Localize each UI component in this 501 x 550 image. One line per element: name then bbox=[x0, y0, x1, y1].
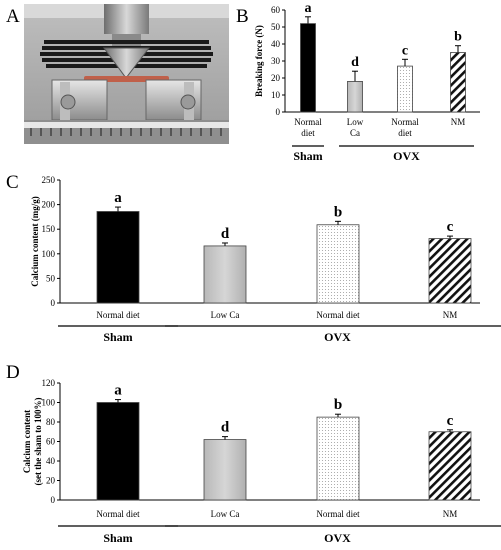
calcium-content-chart: 0 50 100 150 200 250 Calcium content (mg/g) a No… bbox=[30, 175, 501, 344]
bar-3 bbox=[316, 416, 360, 501]
y-tick-label: 50 bbox=[46, 273, 56, 283]
significance-letter: b bbox=[454, 30, 462, 45]
significance-letter: c bbox=[402, 43, 408, 58]
y-tick-label: 200 bbox=[42, 200, 56, 210]
category-label: Normal bbox=[391, 117, 419, 127]
category-label: NM bbox=[443, 310, 458, 320]
bending-test-photo bbox=[24, 4, 229, 144]
y-tick-label: 60 bbox=[271, 5, 281, 15]
group-label: OVX bbox=[324, 531, 351, 545]
y-axis-label: (set the sham to 100%) bbox=[33, 398, 43, 486]
bar-2 bbox=[203, 245, 247, 304]
y-tick-label: 40 bbox=[46, 456, 56, 466]
y-axis-label: Calcium content bbox=[22, 410, 32, 473]
panel-letter-c: C bbox=[6, 172, 19, 193]
group-label: OVX bbox=[393, 149, 420, 163]
group-label: OVX bbox=[324, 330, 351, 344]
bar-1 bbox=[96, 211, 140, 304]
y-tick-label: 100 bbox=[42, 249, 56, 259]
y-tick-label: 100 bbox=[42, 398, 56, 408]
y-tick-label: 150 bbox=[42, 224, 56, 234]
y-tick-label: 30 bbox=[271, 56, 281, 66]
y-tick-label: 0 bbox=[276, 107, 281, 117]
category-label: Ca bbox=[350, 128, 360, 138]
panel-letter-b: B bbox=[236, 6, 249, 27]
bar-3 bbox=[316, 224, 360, 304]
y-tick-label: 10 bbox=[271, 90, 281, 100]
category-label: NM bbox=[443, 509, 458, 519]
y-tick-label: 120 bbox=[42, 378, 56, 388]
y-tick-label: 20 bbox=[271, 73, 281, 83]
group-label: Sham bbox=[103, 330, 132, 344]
bar-2 bbox=[203, 439, 247, 501]
y-tick-label: 250 bbox=[42, 175, 56, 185]
category-label: diet bbox=[398, 128, 412, 138]
y-tick-label: 0 bbox=[51, 298, 56, 308]
panel-letter-d: D bbox=[6, 362, 20, 383]
y-tick-label: 0 bbox=[51, 495, 56, 505]
y-axis-label: Calcium content (mg/g) bbox=[30, 196, 40, 286]
y-tick-label: 20 bbox=[46, 476, 56, 486]
significance-letter: a bbox=[114, 383, 122, 399]
significance-letter: a bbox=[114, 190, 122, 206]
group-label: Sham bbox=[293, 149, 322, 163]
significance-letter: d bbox=[221, 420, 230, 436]
significance-letter: a bbox=[305, 1, 312, 16]
bar-4 bbox=[428, 431, 472, 501]
panel-letter-a: A bbox=[6, 6, 20, 27]
category-label: diet bbox=[301, 128, 315, 138]
significance-letter: d bbox=[221, 226, 230, 242]
category-label: Low Ca bbox=[211, 310, 240, 320]
category-label: Normal diet bbox=[316, 310, 360, 320]
significance-letter: c bbox=[447, 219, 454, 235]
significance-letter: b bbox=[334, 204, 342, 220]
bar-1 bbox=[96, 402, 140, 501]
y-tick-label: 40 bbox=[271, 39, 281, 49]
significance-letter: c bbox=[447, 413, 454, 429]
y-tick-label: 60 bbox=[46, 437, 56, 447]
y-axis-label: Breaking force (N) bbox=[254, 25, 264, 97]
category-label: Normal bbox=[294, 117, 322, 127]
y-tick-label: 50 bbox=[271, 22, 281, 32]
group-label: Sham bbox=[103, 531, 132, 545]
category-label: Normal diet bbox=[96, 509, 140, 519]
significance-letter: b bbox=[334, 397, 342, 413]
category-label: Normal diet bbox=[316, 509, 360, 519]
y-tick-label: 80 bbox=[46, 417, 56, 427]
category-label: Low Ca bbox=[211, 509, 240, 519]
category-label: NM bbox=[451, 117, 466, 127]
category-label: Low bbox=[347, 117, 364, 127]
category-label: Normal diet bbox=[96, 310, 140, 320]
significance-letter: d bbox=[351, 55, 359, 70]
